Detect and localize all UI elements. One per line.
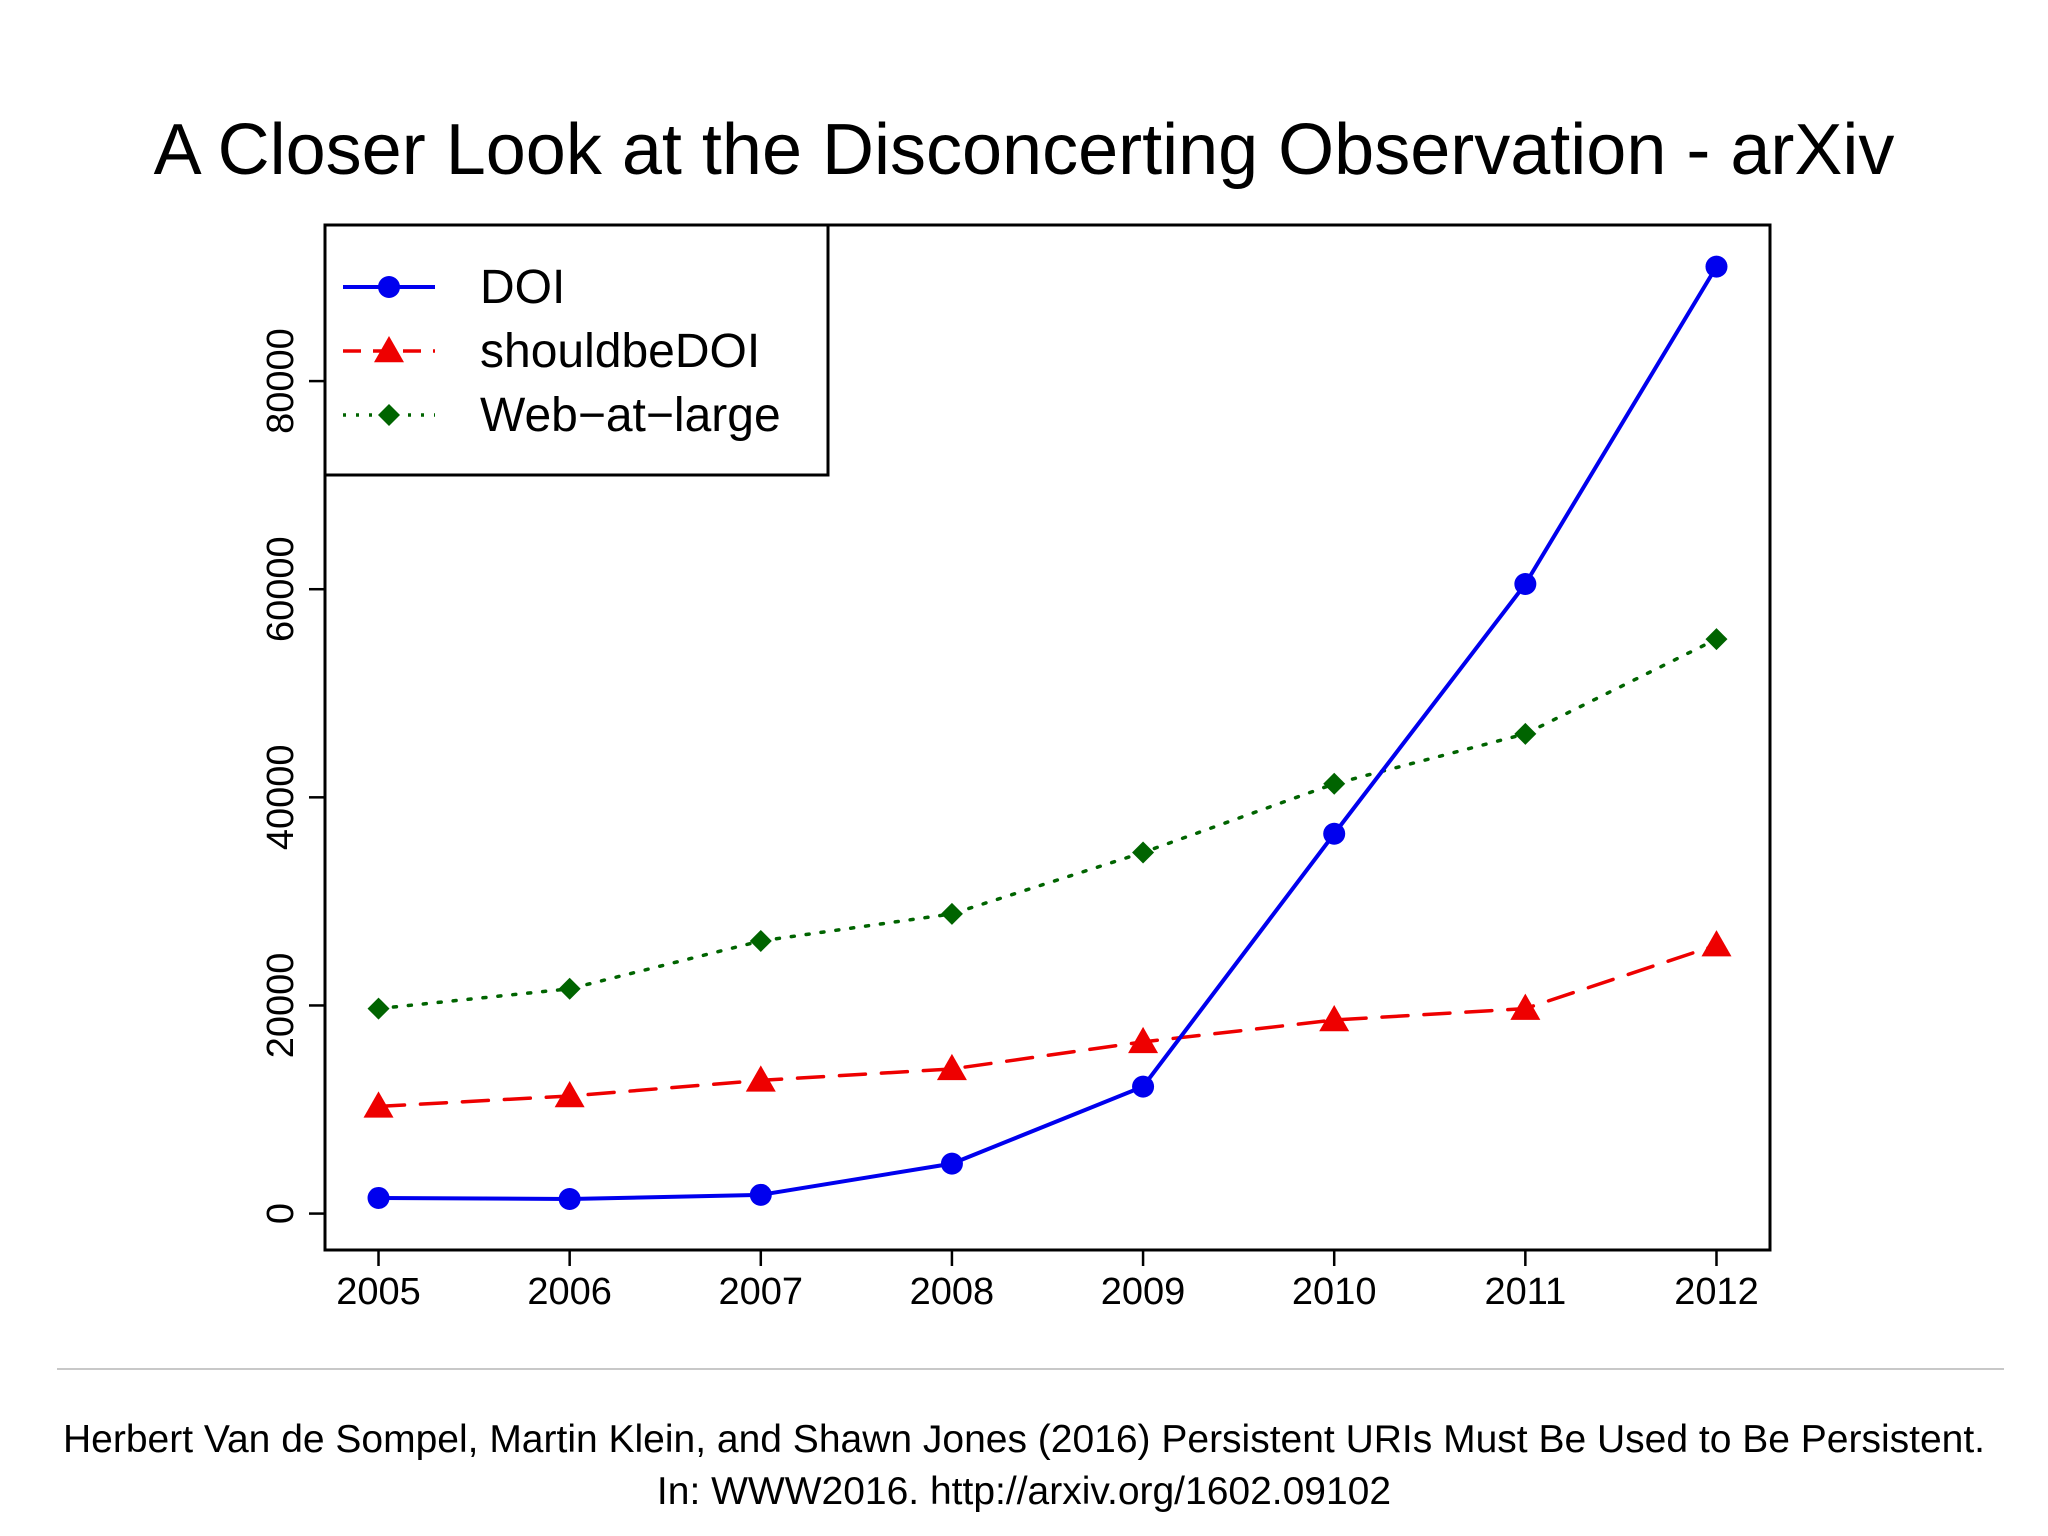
series-line-diamond: [376, 637, 1719, 1011]
divider: [57, 1368, 2004, 1370]
data-point-circle: [940, 1152, 963, 1175]
x-tick-label: 2011: [1484, 1271, 1566, 1313]
data-point-triangle: [363, 1091, 394, 1118]
data-point-diamond: [367, 997, 390, 1020]
data-point-triangle: [1701, 930, 1732, 957]
data-point-triangle: [936, 1053, 967, 1081]
series-line-triangle: [376, 943, 1719, 1109]
data-point-diamond: [1514, 722, 1537, 745]
y-tick-label: 20000: [260, 953, 302, 1059]
data-point-triangle: [1128, 1026, 1159, 1054]
legend-label: Web−at−large: [480, 389, 781, 442]
y-tick-label: 60000: [260, 536, 302, 642]
data-point-triangle: [554, 1080, 585, 1108]
data-point-diamond: [940, 902, 963, 925]
x-tick-label: 2006: [527, 1271, 612, 1313]
x-tick-label: 2007: [719, 1271, 804, 1313]
data-point-circle: [1132, 1075, 1155, 1098]
legend-marker-triangle: [374, 336, 404, 363]
x-tick-label: 2009: [1101, 1271, 1186, 1313]
data-point-diamond: [558, 977, 581, 1000]
data-point-triangle: [1510, 993, 1541, 1020]
x-tick-label: 2010: [1292, 1271, 1377, 1313]
data-point-circle: [1514, 573, 1537, 596]
data-point-triangle: [1319, 1005, 1350, 1032]
legend-label: shouldbeDOI: [480, 325, 760, 378]
data-point-circle: [367, 1186, 390, 1209]
citation-line-2: In: WWW2016. http://arxiv.org/1602.09102: [656, 1470, 1392, 1513]
data-point-circle: [1705, 255, 1728, 278]
data-point-diamond: [1323, 772, 1346, 795]
data-point-circle: [749, 1183, 772, 1206]
x-tick-label: 2012: [1674, 1271, 1759, 1313]
data-point-triangle: [745, 1065, 776, 1092]
legend-marker-circle: [378, 276, 400, 298]
y-tick-label: 0: [260, 1203, 302, 1224]
data-point-diamond: [749, 929, 772, 952]
plot-frame: [323, 223, 1772, 1252]
citation-line-1: Herbert Van de Sompel, Martin Klein, and…: [62, 1418, 1986, 1461]
data-point-circle: [558, 1188, 581, 1211]
y-tick-label: 80000: [260, 328, 302, 434]
legend-marker-diamond: [378, 404, 400, 426]
x-tick-label: 2005: [336, 1271, 421, 1313]
data-point-diamond: [1132, 841, 1155, 864]
x-tick-label: 2008: [910, 1271, 995, 1313]
data-point-diamond: [1705, 628, 1728, 651]
data-point-circle: [1323, 822, 1346, 845]
line-chart: 2005 2006 2007 2008 2009 2010 2011 2012 0 20000 40…: [260, 223, 1772, 1313]
slide-title: A Closer Look at the Disconcerting Obser…: [153, 110, 1895, 190]
legend-label: DOI: [480, 261, 565, 314]
series-line-circle: [376, 264, 1719, 1202]
y-tick-label: 40000: [260, 744, 302, 850]
